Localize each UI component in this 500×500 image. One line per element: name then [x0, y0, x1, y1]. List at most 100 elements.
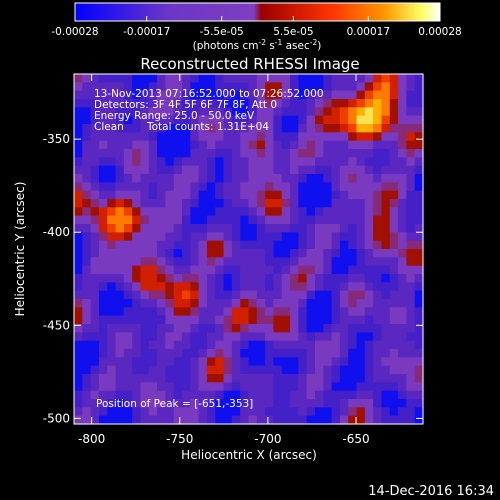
heatmap-cell: [140, 107, 150, 117]
heatmap-cell: [240, 357, 250, 367]
heatmap-cell: [157, 132, 167, 142]
heatmap-cell: [115, 232, 125, 242]
heatmap-cell: [157, 232, 167, 242]
heatmap-cell: [115, 249, 125, 258]
heatmap-cell: [281, 390, 291, 400]
heatmap-cell: [107, 82, 117, 92]
heatmap-cell: [157, 340, 167, 350]
heatmap-cell: [398, 315, 407, 325]
heatmap-cell: [140, 74, 150, 83]
heatmap-cell: [223, 299, 233, 308]
heatmap-cell: [381, 249, 391, 258]
heatmap-cell: [273, 232, 283, 242]
heatmap-cell: [231, 290, 241, 300]
heatmap-cell: [98, 124, 108, 133]
heatmap-cell: [398, 165, 407, 175]
heatmap-cell: [157, 357, 167, 367]
heatmap-cell: [248, 132, 258, 142]
heatmap-cell: [231, 374, 241, 383]
heatmap-cell: [248, 299, 258, 308]
heatmap-cell: [173, 190, 183, 200]
x-tick-label: -800: [78, 432, 105, 446]
heatmap-cell: [323, 82, 333, 92]
heatmap-cell: [298, 257, 308, 267]
heatmap-cell: [348, 357, 358, 367]
heatmap-cell: [148, 182, 158, 192]
heatmap-cell: [90, 282, 100, 292]
heatmap-cell: [356, 149, 366, 158]
heatmap-cell: [314, 74, 324, 83]
heatmap-cell: [356, 74, 366, 83]
heatmap-cell: [306, 274, 316, 283]
heatmap-cell: [206, 157, 216, 167]
heatmap-cell: [339, 340, 349, 350]
heatmap-cell: [90, 382, 100, 392]
heatmap-cell: [256, 282, 266, 292]
heatmap-cell: [206, 299, 216, 308]
heatmap-cell: [123, 332, 133, 342]
heatmap-cell: [206, 165, 216, 175]
heatmap-cell: [198, 182, 208, 192]
heatmap-cell: [281, 249, 291, 258]
heatmap-cell: [265, 399, 275, 408]
heatmap-cell: [231, 174, 241, 183]
y-tick-label: -350: [43, 132, 70, 146]
heatmap-cell: [373, 399, 383, 408]
heatmap-cell: [356, 365, 366, 375]
heatmap-cell: [314, 315, 324, 325]
heatmap-cell: [74, 315, 83, 325]
heatmap-cell: [140, 390, 150, 400]
heatmap-cell: [157, 240, 167, 250]
heatmap-cell: [215, 257, 225, 267]
heatmap-cell: [298, 99, 308, 108]
heatmap-cell: [215, 274, 225, 283]
heatmap-cell: [273, 240, 283, 250]
annotation-total-counts: Total counts: 1.31E+04: [146, 121, 269, 133]
x-tick-label: -700: [254, 432, 281, 446]
heatmap-cell: [381, 399, 391, 408]
heatmap-cell: [223, 99, 233, 108]
heatmap-cell: [314, 165, 324, 175]
heatmap-cell: [215, 315, 225, 325]
heatmap-cell: [173, 157, 183, 167]
heatmap-cell: [339, 132, 349, 142]
heatmap-cell: [298, 340, 308, 350]
heatmap-cell: [165, 365, 175, 375]
heatmap-cell: [215, 124, 225, 133]
heatmap-cell: [414, 274, 424, 283]
heatmap-cell: [215, 224, 225, 233]
heatmap-cell: [206, 324, 216, 333]
heatmap-cell: [223, 240, 233, 250]
heatmap-cell: [215, 415, 225, 425]
heatmap-cell: [165, 215, 175, 225]
heatmap-cell: [306, 332, 316, 342]
heatmap-cell: [98, 90, 108, 100]
heatmap-cell: [406, 240, 416, 250]
heatmap-cell: [148, 74, 158, 83]
heatmap-cell: [140, 382, 150, 392]
heatmap-cell: [381, 199, 391, 208]
heatmap-cell: [132, 257, 142, 267]
heatmap-cell: [206, 190, 216, 200]
heatmap-cell: [90, 290, 100, 300]
heatmap-cell: [190, 174, 200, 183]
heatmap-cell: [406, 249, 416, 258]
heatmap-cell: [298, 390, 308, 400]
heatmap-cell: [132, 249, 142, 258]
heatmap-cell: [248, 182, 258, 192]
heatmap-cell: [265, 265, 275, 275]
heatmap-cell: [148, 224, 158, 233]
heatmap-cell: [82, 140, 92, 150]
heatmap-cell: [157, 282, 167, 292]
heatmap-cell: [215, 232, 225, 242]
heatmap-cell: [182, 149, 191, 158]
heatmap-cell: [107, 290, 117, 300]
heatmap-cell: [389, 415, 399, 425]
heatmap-cell: [140, 124, 150, 133]
heatmap-cell: [373, 349, 383, 358]
heatmap-cell: [414, 240, 424, 250]
heatmap-cell: [306, 407, 316, 417]
heatmap-cell: [323, 274, 333, 283]
heatmap-cell: [406, 415, 416, 425]
heatmap-cell: [132, 390, 142, 400]
